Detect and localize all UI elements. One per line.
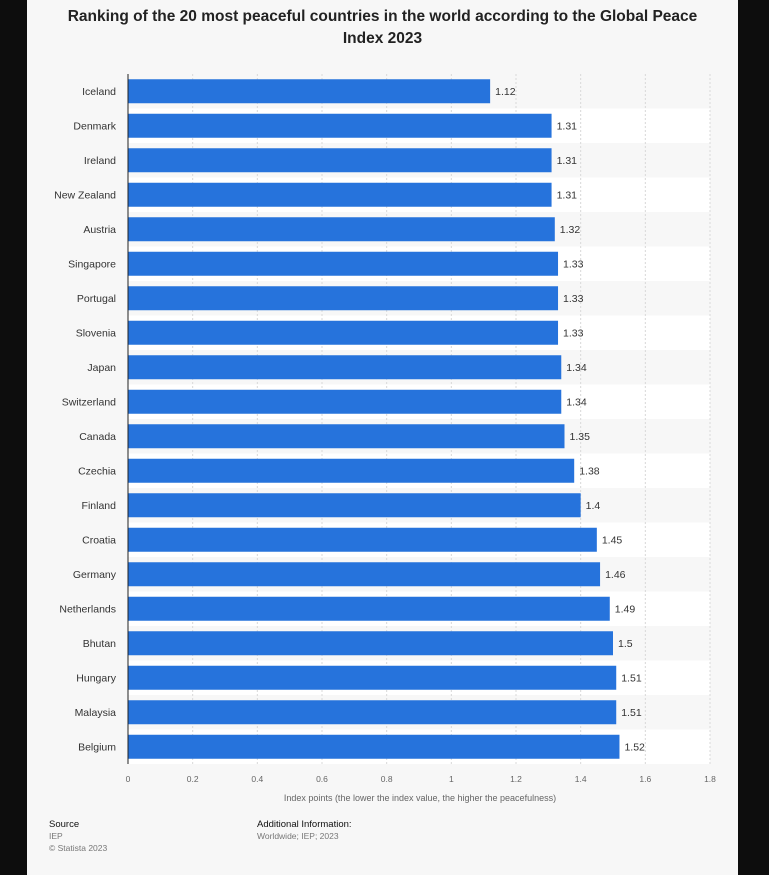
data-label: 1.34	[566, 396, 587, 408]
x-tick-label: 1.2	[510, 774, 522, 784]
category-label: Singapore	[68, 258, 116, 270]
data-label: 1.51	[621, 672, 642, 684]
category-label: Finland	[82, 500, 117, 512]
bar	[128, 527, 597, 552]
category-label: Iceland	[82, 86, 116, 98]
data-label: 1.33	[563, 293, 584, 305]
bar	[128, 458, 575, 483]
category-label: Hungary	[76, 672, 116, 684]
category-label: New Zealand	[54, 189, 116, 201]
source-line: IEP	[49, 831, 63, 841]
data-label: 1.46	[605, 569, 626, 581]
data-label: 1.31	[557, 189, 578, 201]
category-label: Canada	[79, 431, 116, 443]
data-label: 1.31	[557, 120, 578, 132]
chart-title: Ranking of the 20 most peaceful countrie…	[67, 8, 698, 47]
category-label: Japan	[87, 362, 116, 374]
bar	[128, 424, 565, 449]
category-label: Bhutan	[83, 638, 116, 650]
bar	[128, 251, 559, 276]
data-label: 1.31	[557, 155, 578, 167]
category-label: Portugal	[77, 293, 116, 305]
x-tick-label: 1.4	[575, 774, 587, 784]
x-axis-title: Index points (the lower the index value,…	[284, 793, 556, 803]
x-tick-label: 1.6	[639, 774, 651, 784]
bar	[128, 79, 491, 104]
x-tick-label: 0	[126, 774, 131, 784]
x-tick-label: 0.8	[381, 774, 393, 784]
bar	[128, 320, 559, 345]
bar-chart: Iceland 1.12 Denmark 1.31 Ireland 1.31 New Zea…	[54, 74, 716, 803]
category-label: Austria	[83, 224, 116, 236]
category-label: Germany	[73, 569, 117, 581]
bar	[128, 389, 562, 414]
x-tick-label: 1	[449, 774, 454, 784]
category-label: Denmark	[73, 120, 116, 132]
data-label: 1.33	[563, 258, 584, 270]
data-label: 1.5	[618, 638, 633, 650]
data-label: 1.45	[602, 534, 623, 546]
data-label: 1.49	[615, 603, 636, 615]
data-label: 1.52	[624, 741, 645, 753]
data-label: 1.35	[570, 431, 591, 443]
data-label: 1.4	[586, 500, 601, 512]
bar	[128, 286, 559, 311]
bar	[128, 355, 562, 380]
bar	[128, 734, 620, 759]
additional-info-text: Worldwide; IEP; 2023	[257, 831, 339, 841]
bar	[128, 596, 610, 621]
category-label: Netherlands	[59, 603, 116, 615]
data-label: 1.12	[495, 86, 516, 98]
category-label: Belgium	[78, 741, 116, 753]
category-label: Ireland	[84, 155, 116, 167]
x-tick-label: 0.4	[251, 774, 263, 784]
bar	[128, 493, 581, 518]
bar	[128, 562, 601, 587]
bar	[128, 217, 555, 242]
category-label: Malaysia	[75, 707, 117, 719]
bar	[128, 182, 552, 207]
data-label: 1.51	[621, 707, 642, 719]
category-label: Slovenia	[76, 327, 116, 339]
category-label: Switzerland	[62, 396, 116, 408]
category-label: Croatia	[82, 534, 116, 546]
data-label: 1.32	[560, 224, 581, 236]
copyright-line: © Statista 2023	[49, 843, 108, 853]
bar	[128, 148, 552, 173]
source-label: Source	[49, 819, 80, 830]
data-label: 1.34	[566, 362, 587, 374]
additional-info-label: Additional Information:	[257, 819, 352, 830]
bar	[128, 631, 613, 656]
category-label: Czechia	[78, 465, 116, 477]
bar	[128, 700, 617, 725]
x-tick-label: 0.6	[316, 774, 328, 784]
chart-container: Ranking of the 20 most peaceful countrie…	[27, 0, 738, 875]
x-tick-label: 1.8	[704, 774, 716, 784]
data-label: 1.33	[563, 327, 584, 339]
bar	[128, 113, 552, 138]
bar	[128, 665, 617, 690]
x-tick-label: 0.2	[187, 774, 199, 784]
data-label: 1.38	[579, 465, 600, 477]
